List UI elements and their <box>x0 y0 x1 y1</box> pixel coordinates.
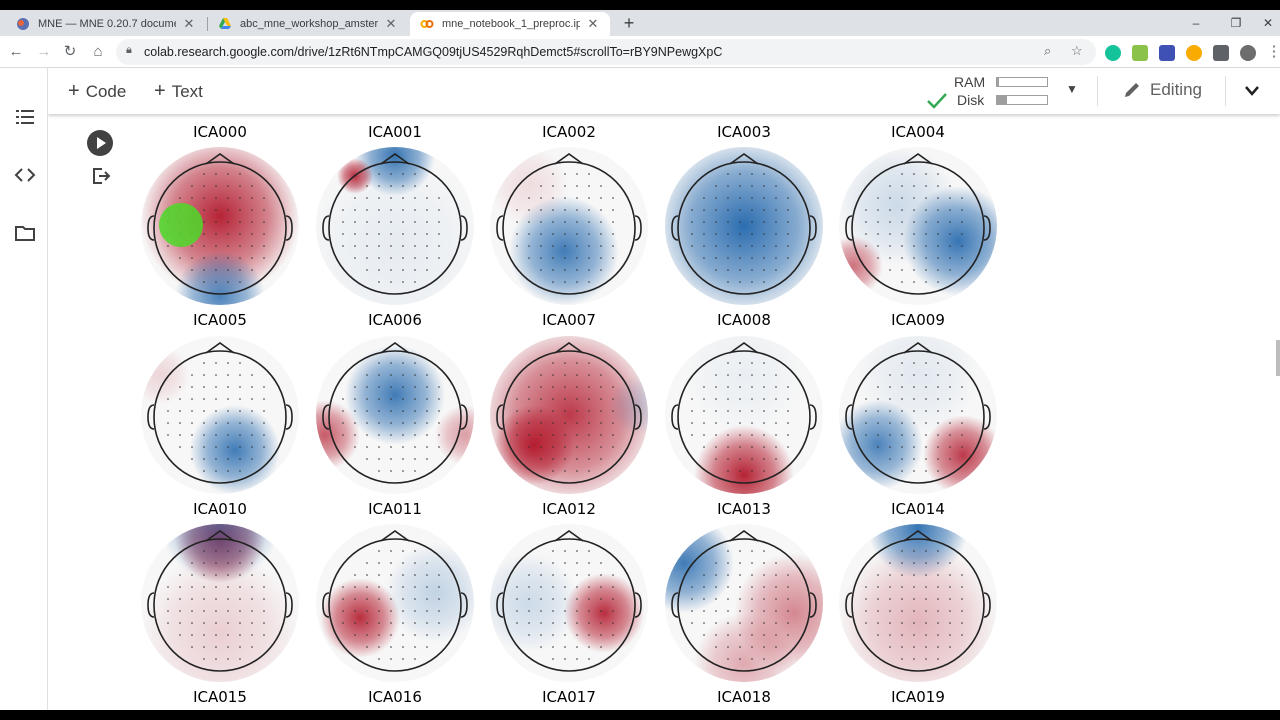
topomap-label: ICA018 <box>717 688 771 706</box>
address-bar[interactable]: 🔒︎ colab.research.google.com/drive/1zRt6… <box>116 39 1096 65</box>
reload-icon[interactable]: ↻ <box>63 43 77 60</box>
topomap-ica005 <box>141 336 299 494</box>
meet-extension-icon[interactable] <box>1159 45 1175 61</box>
url-text: colab.research.google.com/drive/1zRt6NTm… <box>144 45 723 59</box>
topomap-ica010 <box>141 524 299 682</box>
bookmark-star-icon[interactable]: ☆ <box>1071 43 1083 58</box>
browser-menu-icon[interactable]: ⋮ <box>1266 43 1280 60</box>
topomap-label: ICA003 <box>717 123 771 141</box>
topomap-label: ICA011 <box>368 500 422 518</box>
lock-icon: 🔒︎ <box>126 44 132 56</box>
topomap-label: ICA002 <box>542 123 596 141</box>
browser-toolbar: ← → ↻ ⌂ 🔒︎ colab.research.google.com/dri… <box>0 36 1280 68</box>
download-extension-icon[interactable] <box>1132 45 1148 61</box>
colab-sidebar <box>0 68 48 710</box>
tab-title: mne_notebook_1_preproc.ipynb <box>442 18 580 30</box>
topomap-label: ICA012 <box>542 500 596 518</box>
files-folder-icon[interactable] <box>14 222 36 244</box>
tab-strip: MNE — MNE 0.20.7 documentatio ✕ abc_mne_… <box>0 10 1280 36</box>
close-tab-icon[interactable]: ✕ <box>183 16 195 31</box>
tab-colab-notebook[interactable]: mne_notebook_1_preproc.ipynb ✕ <box>410 12 610 36</box>
table-of-contents-icon[interactable] <box>14 106 36 128</box>
colab-extension-icon[interactable] <box>1186 45 1202 61</box>
run-cell-button[interactable] <box>87 130 113 156</box>
close-window-icon[interactable]: ✕ <box>1262 16 1274 30</box>
mne-favicon <box>17 18 29 30</box>
back-icon[interactable]: ← <box>8 43 24 60</box>
pencil-icon <box>1125 83 1139 97</box>
code-snippets-icon[interactable] <box>14 164 36 186</box>
colab-favicon <box>420 20 434 28</box>
topomap-label: ICA001 <box>368 123 422 141</box>
google-drive-favicon <box>219 18 231 29</box>
topomap-ica004 <box>839 147 997 305</box>
topomap-ica013 <box>665 524 823 682</box>
topomap-ica002 <box>490 147 648 305</box>
extensions-puzzle-icon[interactable] <box>1213 45 1229 61</box>
disk-usage-bar <box>996 95 1048 105</box>
resource-monitor[interactable]: RAM Disk <box>954 74 1104 110</box>
mouse-cursor-highlight <box>159 203 203 247</box>
topomap-ica008 <box>665 336 823 494</box>
tab-drive-workshop[interactable]: abc_mne_workshop_amsterdam - ✕ <box>208 12 408 36</box>
topomap-ica006 <box>316 336 474 494</box>
connected-check-icon <box>927 93 947 109</box>
topomap-label: ICA009 <box>891 311 945 329</box>
chevron-down-icon[interactable] <box>1244 85 1260 97</box>
topomap-ica012 <box>490 524 648 682</box>
ram-usage-bar <box>996 77 1048 87</box>
topomap-label: ICA013 <box>717 500 771 518</box>
topomap-label: ICA016 <box>368 688 422 706</box>
tab-mne-docs[interactable]: MNE — MNE 0.20.7 documentatio ✕ <box>6 12 206 36</box>
play-icon <box>97 137 106 149</box>
topomap-ica011 <box>316 524 474 682</box>
colab-toolbar: + Code + Text RAM Disk ▼ Editing <box>48 68 1280 114</box>
resource-dropdown-icon[interactable]: ▼ <box>1066 82 1078 96</box>
topomap-label: ICA019 <box>891 688 945 706</box>
scrollbar[interactable] <box>1276 340 1280 376</box>
topomap-label: ICA014 <box>891 500 945 518</box>
new-tab-button[interactable]: + <box>623 13 635 33</box>
topomap-ica001 <box>316 147 474 305</box>
topomap-label: ICA006 <box>368 311 422 329</box>
topomap-ica003 <box>665 147 823 305</box>
editing-label: Editing <box>1150 80 1202 99</box>
ram-label: RAM <box>954 74 986 90</box>
profile-avatar[interactable] <box>1240 45 1256 61</box>
editing-mode-button[interactable]: Editing <box>1122 80 1202 100</box>
plus-icon: + <box>68 80 80 102</box>
restore-icon[interactable]: ❐ <box>1230 16 1242 30</box>
minimize-icon[interactable]: – <box>1192 16 1200 30</box>
tab-title: abc_mne_workshop_amsterdam - <box>240 18 378 30</box>
topomap-label: ICA008 <box>717 311 771 329</box>
add-text-label: Text <box>171 81 203 101</box>
add-code-label: Code <box>85 81 127 101</box>
topomap-label: ICA007 <box>542 311 596 329</box>
topomap-label: ICA015 <box>193 688 247 706</box>
topomap-label: ICA004 <box>891 123 945 141</box>
topomap-ica007 <box>490 336 648 494</box>
topomap-label: ICA000 <box>193 123 247 141</box>
close-tab-icon[interactable]: ✕ <box>385 16 397 31</box>
zoom-icon[interactable]: ⌕ <box>1044 43 1052 58</box>
forward-icon[interactable]: → <box>36 43 52 60</box>
topomap-ica000 <box>141 147 299 305</box>
grammarly-extension-icon[interactable] <box>1105 45 1121 61</box>
topomap-ica009 <box>839 336 997 494</box>
add-text-cell-button[interactable]: + Text <box>154 80 203 103</box>
ica-topomap-grid: ICA000 ICA001 ICA002 ICA003 ICA004 ICA005 ICA0… <box>0 10 1280 710</box>
tab-title: MNE — MNE 0.20.7 documentatio <box>38 18 176 30</box>
add-code-cell-button[interactable]: + Code <box>68 80 126 103</box>
topomap-ica014 <box>839 524 997 682</box>
disk-label: Disk <box>957 92 985 108</box>
topomap-label: ICA017 <box>542 688 596 706</box>
topomap-label: ICA010 <box>193 500 247 518</box>
plus-icon: + <box>154 80 166 102</box>
browser-window: MNE — MNE 0.20.7 documentatio ✕ abc_mne_… <box>0 10 1280 710</box>
home-icon[interactable]: ⌂ <box>93 43 103 60</box>
close-tab-icon[interactable]: ✕ <box>587 16 599 31</box>
topomap-label: ICA005 <box>193 311 247 329</box>
output-actions-icon[interactable] <box>91 166 111 186</box>
